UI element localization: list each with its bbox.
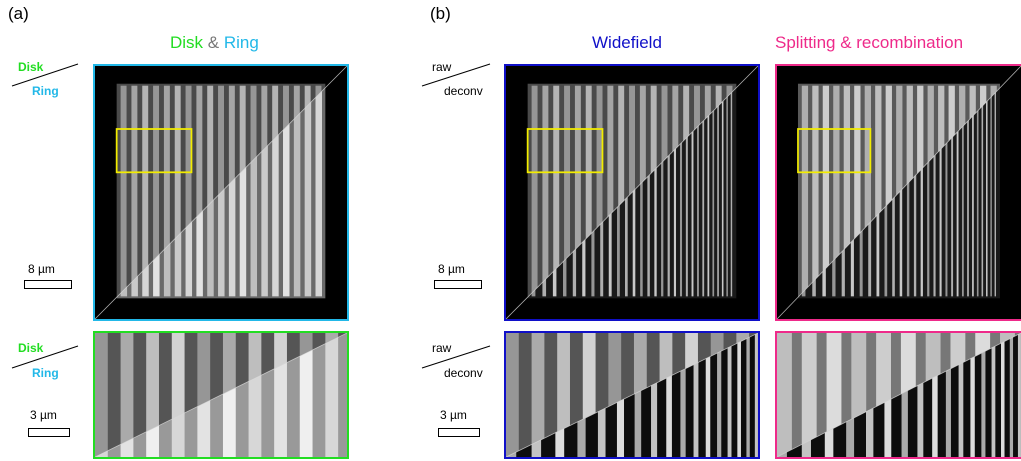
ring-label-bottom: Ring [32,366,59,380]
scale-bar-3um [438,428,480,437]
splitting-zoom-image [775,331,1021,459]
ring-title-word: Ring [223,33,259,52]
widefield-title: Widefield [592,33,662,52]
disk-ring-zoom-image [93,331,349,459]
panel-a-title: Disk & Ring [170,33,259,53]
disk-label-top: Disk [18,60,44,74]
scale-bar-8um [24,280,72,289]
scale-bar-3um [28,428,70,437]
deconv-label-bottom: deconv [444,366,483,380]
scale-label-3um: 3 µm [30,408,57,422]
widefield-overview-image [504,64,760,321]
splitting-overview-image [775,64,1021,321]
ring-label-top: Ring [32,84,59,98]
splitting-title: Splitting & recombination [775,33,964,52]
scale-label-8um: 8 µm [438,262,465,276]
scale-bar-8um [434,280,482,289]
deconv-label-top: deconv [444,84,483,98]
raw-label-top: raw [432,60,452,74]
raw-label-bottom: raw [432,341,452,355]
label-divider-line [421,63,491,87]
label-divider-line [11,345,79,369]
label-divider-line [421,345,491,369]
ampersand: & [203,33,224,52]
panel-a-letter: (a) [8,4,29,23]
disk-title-word: Disk [170,33,204,52]
label-divider-line [11,63,79,87]
scale-label-3um: 3 µm [440,408,467,422]
disk-label-bottom: Disk [18,341,44,355]
widefield-zoom-image [504,331,760,459]
panel-b-letter: (b) [430,4,451,23]
disk-ring-overview-image [93,64,349,321]
scale-label-8um: 8 µm [28,262,55,276]
